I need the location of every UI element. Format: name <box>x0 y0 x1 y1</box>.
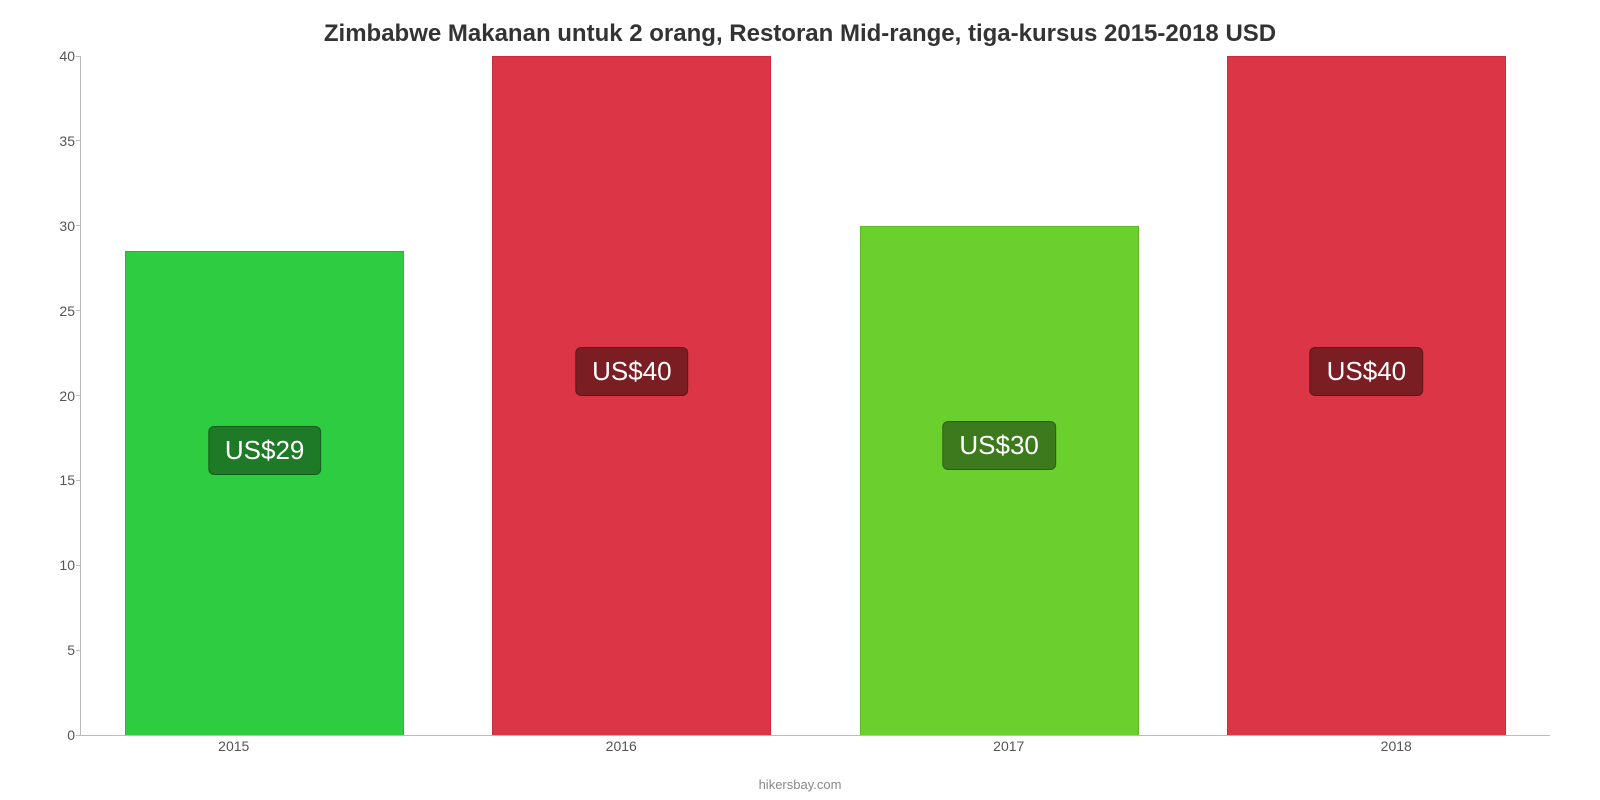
y-tick-label: 25 <box>39 303 75 319</box>
y-tick-label: 10 <box>39 557 75 573</box>
source-text: hikersbay.com <box>0 777 1600 792</box>
y-tick-label: 30 <box>39 218 75 234</box>
bar-value-label: US$40 <box>575 347 689 396</box>
y-tick-label: 35 <box>39 133 75 149</box>
bar-value-label: US$40 <box>1310 347 1424 396</box>
y-tick-label: 40 <box>39 48 75 64</box>
y-tick-label: 5 <box>39 642 75 658</box>
y-tick-label: 20 <box>39 388 75 404</box>
bar: US$30 <box>860 226 1139 735</box>
x-tick-label: 2017 <box>993 738 1024 754</box>
chart-container: Zimbabwe Makanan untuk 2 orang, Restoran… <box>0 0 1600 800</box>
plot-area: 0510152025303540 US$29US$40US$30US$40 <box>80 56 1550 736</box>
bar: US$40 <box>492 56 771 735</box>
bars-layer: US$29 US$40 US$30 US$40 <box>81 56 1550 735</box>
x-tick-label: 2015 <box>218 738 249 754</box>
y-tick-label: 15 <box>39 472 75 488</box>
bar-value-label: US$29 <box>208 426 322 475</box>
x-tick-label: 2018 <box>1381 738 1412 754</box>
bar: US$40 <box>1227 56 1506 735</box>
x-tick-label: 2016 <box>606 738 637 754</box>
chart-title: Zimbabwe Makanan untuk 2 orang, Restoran… <box>40 20 1560 48</box>
x-axis: 2015 2016 2017 2018 <box>40 738 1590 758</box>
bar-value-label: US$30 <box>942 421 1056 470</box>
bar: US$29 <box>125 251 404 735</box>
